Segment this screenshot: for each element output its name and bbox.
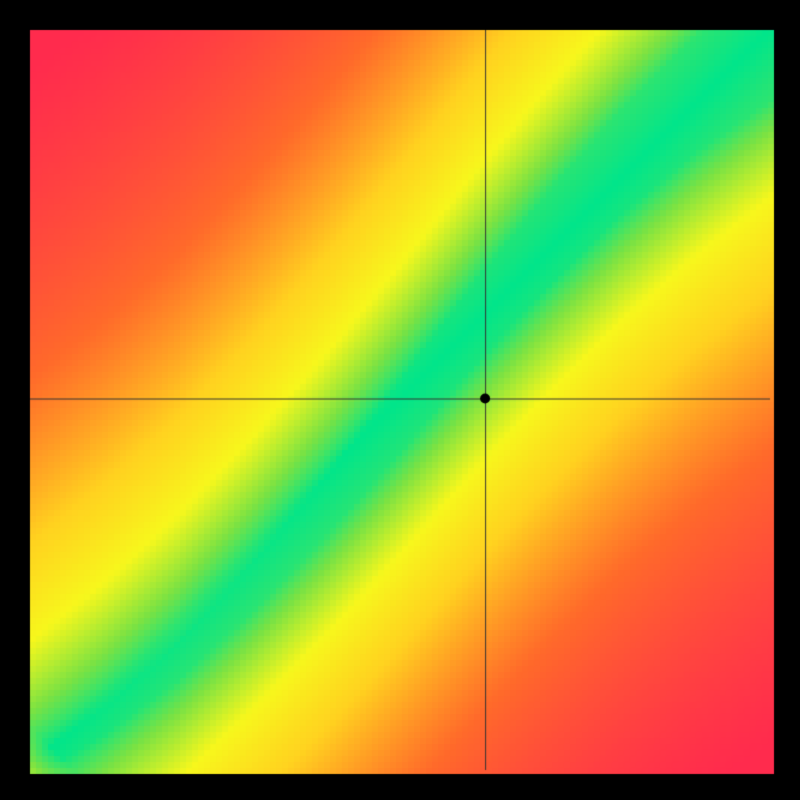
bottleneck-heatmap — [0, 0, 800, 800]
chart-frame: TheBottleneck.com — [0, 0, 800, 800]
